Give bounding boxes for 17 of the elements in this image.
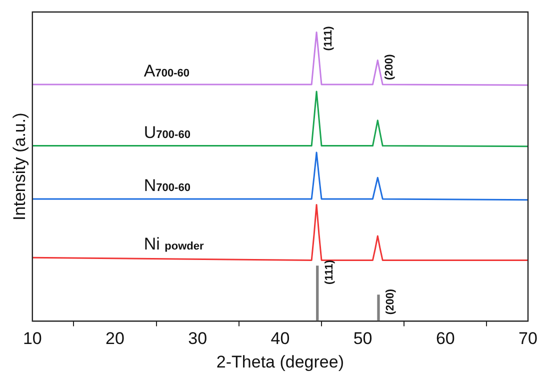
x-tick-label: 10 <box>22 329 42 348</box>
x-tick-label: 20 <box>106 329 124 348</box>
x-axis-title: 2-Theta (degree) <box>216 352 344 372</box>
annotation: (200) <box>384 288 397 315</box>
x-tick-label: 70 <box>518 329 538 348</box>
annotation: (200) <box>384 54 396 80</box>
x-tick-label: 60 <box>436 329 455 348</box>
series-label: U700-60 <box>144 122 190 142</box>
y-axis-title: Intensity (a.u.) <box>10 112 29 220</box>
series-label: N700-60 <box>144 176 190 195</box>
series-label: Ni powder <box>144 234 205 254</box>
x-tick-label: 50 <box>353 329 372 348</box>
annotation: (111) <box>322 26 335 51</box>
annotation: (111) <box>323 260 336 284</box>
x-tick-label: 30 <box>188 329 208 348</box>
x-tick-label: 40 <box>270 329 290 348</box>
series-label: A700-60 <box>144 62 190 81</box>
